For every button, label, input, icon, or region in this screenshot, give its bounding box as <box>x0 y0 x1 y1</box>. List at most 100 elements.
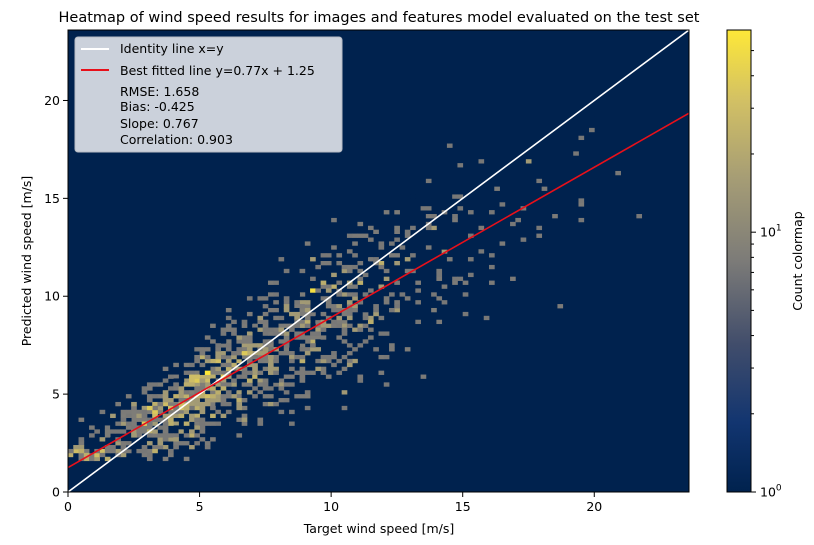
heatmap-cell <box>257 362 264 368</box>
heatmap-cell <box>246 382 253 387</box>
heatmap-cell <box>489 276 495 281</box>
heatmap-cell <box>299 354 306 360</box>
heatmap-cell <box>441 186 448 191</box>
heatmap-cell <box>236 433 243 438</box>
heatmap-cell <box>352 347 358 352</box>
heatmap-cell <box>373 304 379 309</box>
heatmap-cell <box>441 300 448 305</box>
heatmap-cell <box>252 347 258 352</box>
heatmap-cell <box>120 409 127 415</box>
heatmap-cell <box>404 296 411 301</box>
heatmap-cell <box>246 347 253 352</box>
heatmap-cell <box>131 433 137 438</box>
heatmap-cell <box>120 437 127 442</box>
y-tick-label: 20 <box>44 93 60 108</box>
heatmap-cell <box>157 425 164 430</box>
heatmap-cell <box>99 448 106 454</box>
heatmap-cell <box>204 445 211 450</box>
heatmap-cell <box>152 445 158 450</box>
heatmap-cell <box>373 343 379 348</box>
heatmap-cell <box>173 394 179 399</box>
heatmap-cell <box>267 331 274 336</box>
heatmap-cell <box>246 374 253 379</box>
heatmap-cell <box>304 390 311 395</box>
heatmap-cell <box>383 296 390 301</box>
heatmap-cell <box>294 390 300 395</box>
heatmap-cell <box>373 311 379 317</box>
heatmap-cell <box>294 331 300 336</box>
heatmap-cell <box>241 327 248 332</box>
heatmap-cell <box>278 315 285 321</box>
heatmap-cell <box>462 280 469 285</box>
heatmap-cell <box>178 413 185 419</box>
heatmap-cell <box>346 343 353 348</box>
heatmap-cell <box>373 229 379 234</box>
heatmap-cell <box>104 425 111 430</box>
heatmap-cell <box>278 378 285 383</box>
colorbar-tick-label: 100 <box>760 484 782 500</box>
heatmap-cell <box>310 327 316 332</box>
heatmap-cell <box>262 382 269 387</box>
heatmap-cell <box>162 429 169 434</box>
heatmap-cell <box>236 437 243 442</box>
heatmap-cell <box>452 167 458 172</box>
heatmap-cell <box>136 409 143 415</box>
heatmap-cell <box>378 331 385 336</box>
heatmap-cell <box>267 327 274 332</box>
heatmap-cell <box>68 452 74 458</box>
heatmap-cell <box>389 307 395 313</box>
heatmap-cell <box>162 437 169 442</box>
heatmap-cell <box>194 413 200 419</box>
heatmap-cell <box>257 315 264 321</box>
heatmap-cell <box>315 339 322 344</box>
heatmap-cell <box>131 401 137 407</box>
heatmap-cell <box>115 401 122 407</box>
heatmap-cell <box>431 300 437 305</box>
heatmap-cell <box>262 319 269 325</box>
heatmap-cell <box>304 331 311 336</box>
heatmap-cell <box>99 409 106 415</box>
heatmap-cell <box>299 394 306 399</box>
heatmap-cell <box>367 288 374 293</box>
heatmap-cell <box>183 378 190 383</box>
heatmap-cell <box>357 221 364 227</box>
heatmap-cell <box>352 315 358 321</box>
heatmap-cell <box>357 300 364 305</box>
heatmap-cell <box>141 390 148 395</box>
heatmap-cell <box>220 358 227 364</box>
heatmap-cell <box>378 241 385 246</box>
heatmap-cell <box>310 335 316 340</box>
heatmap-cell <box>167 437 174 442</box>
heatmap-cell <box>146 425 153 430</box>
heatmap-cell <box>225 358 232 364</box>
heatmap-cell <box>162 413 169 419</box>
heatmap-cell <box>462 292 469 297</box>
heatmap-cell <box>367 272 374 278</box>
heatmap-cell <box>541 186 548 191</box>
heatmap-cell <box>215 374 222 379</box>
heatmap-cell <box>89 433 95 438</box>
heatmap-cell <box>210 386 216 391</box>
heatmap-cell <box>236 354 243 360</box>
colorbar: 100 101 Count colormap <box>726 29 805 500</box>
heatmap-cell <box>425 178 432 184</box>
heatmap-cell <box>204 351 211 356</box>
heatmap-cell <box>183 382 190 387</box>
heatmap-cell <box>167 398 174 403</box>
heatmap-cell <box>267 304 274 309</box>
heatmap-cell <box>341 405 348 411</box>
heatmap-cell <box>410 221 416 227</box>
heatmap-cell <box>257 405 264 411</box>
heatmap-cell <box>104 448 111 454</box>
heatmap-cell <box>262 358 269 364</box>
heatmap-cell <box>210 362 216 368</box>
heatmap-cell <box>410 300 416 305</box>
heatmap-cell <box>194 417 200 422</box>
heatmap-cell <box>146 433 153 438</box>
heatmap-cell <box>294 307 300 313</box>
heatmap-cell <box>152 401 158 407</box>
heatmap-cell <box>115 421 122 426</box>
heatmap-cell <box>294 386 300 391</box>
heatmap-cell <box>431 268 437 274</box>
heatmap-cell <box>557 304 564 309</box>
